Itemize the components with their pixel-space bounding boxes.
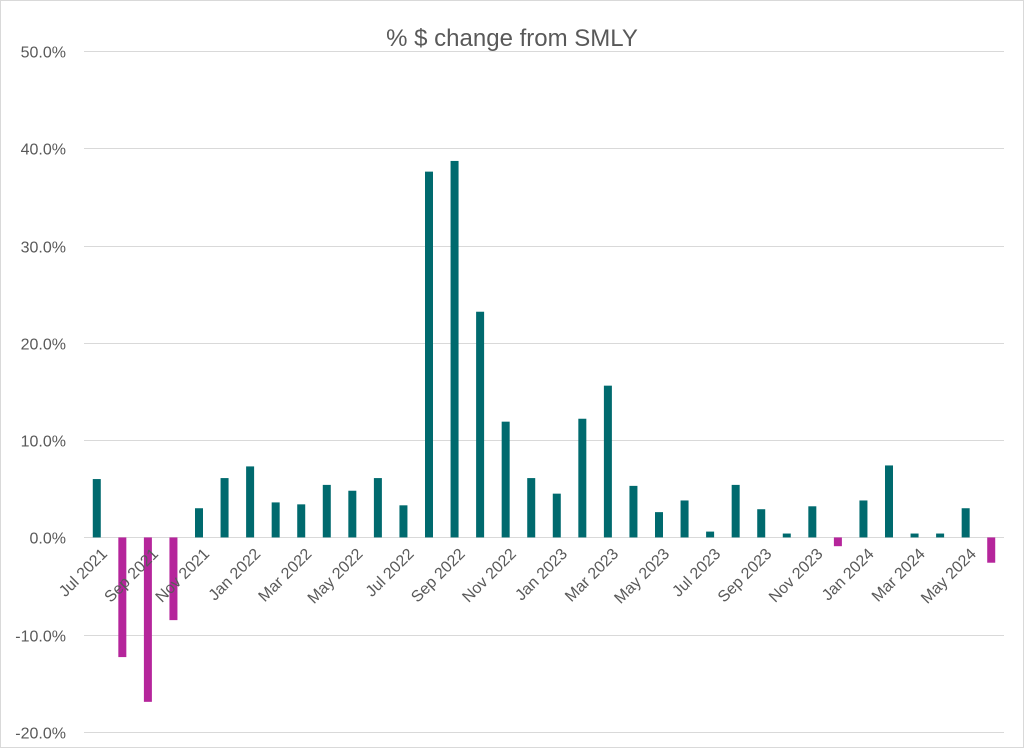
- bar-sep-2023: [757, 509, 766, 538]
- bar-nov-2022: [501, 421, 510, 538]
- bar-feb-2022: [271, 502, 280, 538]
- bar-jul-2022: [399, 505, 408, 538]
- bar-mar-2024: [910, 533, 919, 538]
- bar-may-2022: [348, 490, 357, 538]
- bar-jun-2023: [680, 500, 689, 538]
- bar-oct-2021: [169, 537, 178, 621]
- bar-mar-2022: [297, 504, 306, 538]
- y-tick-label: 20.0%: [21, 337, 66, 354]
- bar-aug-2022: [425, 171, 433, 538]
- bar-oct-2022: [476, 311, 485, 538]
- bar-jun-2022: [373, 478, 382, 538]
- x-tick-label: Jan 2023: [512, 546, 571, 605]
- bar-apr-2022: [322, 484, 331, 538]
- x-tick-label: Nov 2021: [153, 546, 214, 607]
- bar-dec-2021: [220, 478, 229, 538]
- bar-aug-2023: [731, 484, 740, 538]
- gridlines: [84, 51, 1004, 733]
- x-tick-label: Jan 2024: [819, 546, 878, 605]
- chart-title: % $ change from SMLY: [386, 25, 638, 52]
- x-tick-label: May 2022: [305, 546, 367, 608]
- bar-feb-2023: [578, 418, 587, 538]
- bar-feb-2024: [885, 465, 893, 538]
- x-tick-label: Sep 2023: [715, 546, 776, 607]
- y-tick-label: 30.0%: [21, 240, 66, 257]
- y-tick-label: -10.0%: [15, 629, 66, 646]
- y-axis-ticks: -20.0% -10.0% 0.0% 10.0% 20.0% 30.0% 40.0% 50.0…: [15, 45, 66, 743]
- bar-may-2023: [655, 512, 663, 538]
- bar-apr-2023: [629, 485, 638, 538]
- bars: [92, 160, 996, 702]
- bar-sep-2021: [143, 537, 152, 702]
- bar-jan-2024: [859, 500, 868, 538]
- x-tick-label: Sep 2021: [102, 546, 163, 607]
- bar-jul-2023: [706, 531, 715, 538]
- bar-jan-2022: [246, 466, 255, 538]
- y-tick-label: 40.0%: [21, 142, 66, 159]
- x-tick-label: Nov 2022: [459, 546, 520, 607]
- bar-mar-2023: [603, 385, 612, 538]
- bar-nov-2023: [808, 506, 817, 538]
- y-tick-label: -20.0%: [15, 726, 66, 743]
- bar-sep-2022: [450, 160, 459, 538]
- y-tick-label: 0.0%: [30, 531, 66, 548]
- bar-dec-2023: [833, 537, 842, 547]
- bar-may-2024: [961, 508, 970, 538]
- bar-jun-2024: [987, 537, 996, 563]
- x-tick-label: May 2023: [611, 546, 673, 608]
- bar-aug-2021: [118, 537, 127, 658]
- bar-jul-2021: [92, 479, 101, 538]
- bar-apr-2024: [936, 533, 945, 538]
- y-tick-label: 50.0%: [21, 45, 66, 62]
- bar-dec-2022: [527, 478, 536, 538]
- x-tick-label: May 2024: [918, 546, 980, 608]
- x-tick-label: Sep 2022: [408, 546, 469, 607]
- bar-jan-2023: [552, 493, 561, 538]
- x-tick-label: Jan 2022: [206, 546, 265, 605]
- x-tick-label: Nov 2023: [766, 546, 827, 607]
- y-tick-label: 10.0%: [21, 434, 66, 451]
- bar-oct-2023: [782, 533, 791, 538]
- bar-nov-2021: [195, 508, 203, 538]
